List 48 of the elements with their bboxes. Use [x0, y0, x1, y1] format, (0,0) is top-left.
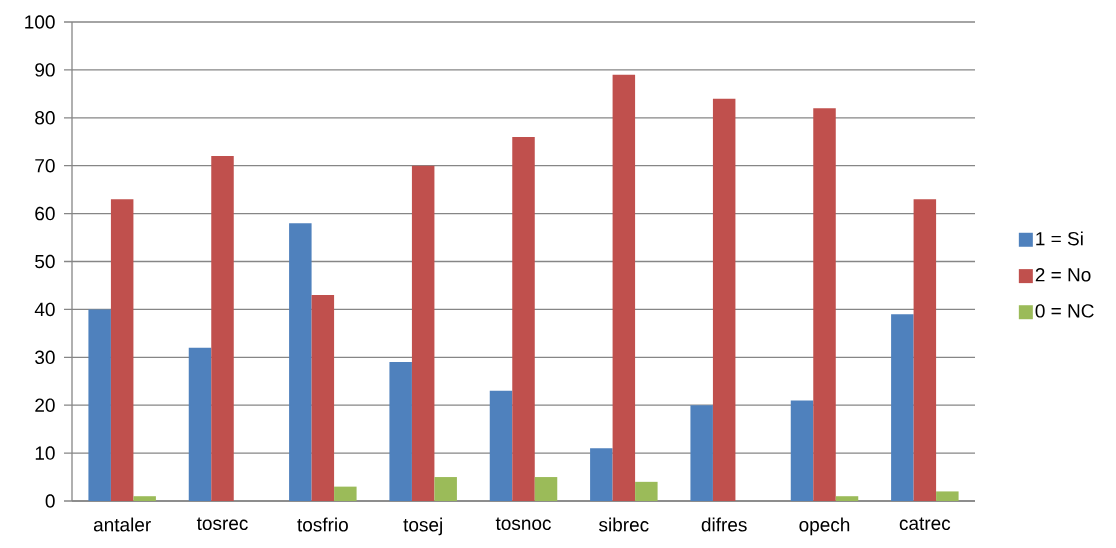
bar — [188, 347, 212, 501]
y-tick-label: 50 — [35, 254, 55, 269]
bar — [389, 362, 412, 501]
bar — [891, 314, 914, 501]
bar — [434, 477, 457, 501]
x-tick-label: tosrec — [196, 517, 248, 530]
x-tick-label: opech — [799, 517, 850, 536]
y-tick-label: 10 — [35, 446, 55, 460]
x-tick-label: antaler — [93, 517, 151, 532]
bar — [88, 309, 111, 501]
bar — [690, 405, 713, 501]
y-tick-label: 100 — [25, 15, 55, 29]
bar — [133, 496, 156, 501]
bar — [835, 496, 859, 501]
bar — [489, 390, 513, 501]
x-tick-label: tosnoc — [495, 517, 551, 530]
x-tick-label: tosfrio — [297, 517, 348, 532]
bar — [110, 199, 134, 501]
y-tick-label: 90 — [35, 63, 55, 77]
y-tick-label: 20 — [35, 398, 55, 412]
bar — [311, 295, 335, 501]
legend-label: 1 = Si — [1036, 231, 1083, 246]
y-tick-label: 30 — [35, 350, 55, 365]
bar — [211, 156, 234, 501]
bar — [334, 486, 357, 501]
bar — [913, 199, 937, 501]
bar — [790, 400, 814, 501]
bar — [612, 74, 636, 501]
y-tick-label: 40 — [34, 302, 55, 317]
bar — [512, 136, 535, 501]
bar — [712, 98, 736, 501]
y-tick-label: 70 — [35, 158, 55, 173]
bar — [590, 448, 613, 501]
bar — [411, 165, 435, 501]
x-tick-label: sibrec — [599, 517, 649, 532]
x-tick-label: difres — [701, 517, 747, 532]
bar — [635, 481, 658, 501]
legend-label: 2 = No — [1035, 268, 1091, 282]
x-tick-label: tosej — [403, 517, 442, 536]
bar — [289, 223, 312, 501]
x-tick-label: catrec — [899, 517, 951, 530]
bar — [813, 108, 836, 501]
y-tick-label: 80 — [35, 111, 55, 125]
bar — [534, 477, 558, 501]
legend-label: 0 = NC — [1035, 304, 1094, 318]
bar — [936, 491, 959, 501]
y-tick-label: 0 — [45, 494, 55, 508]
y-tick-label: 60 — [35, 206, 55, 221]
